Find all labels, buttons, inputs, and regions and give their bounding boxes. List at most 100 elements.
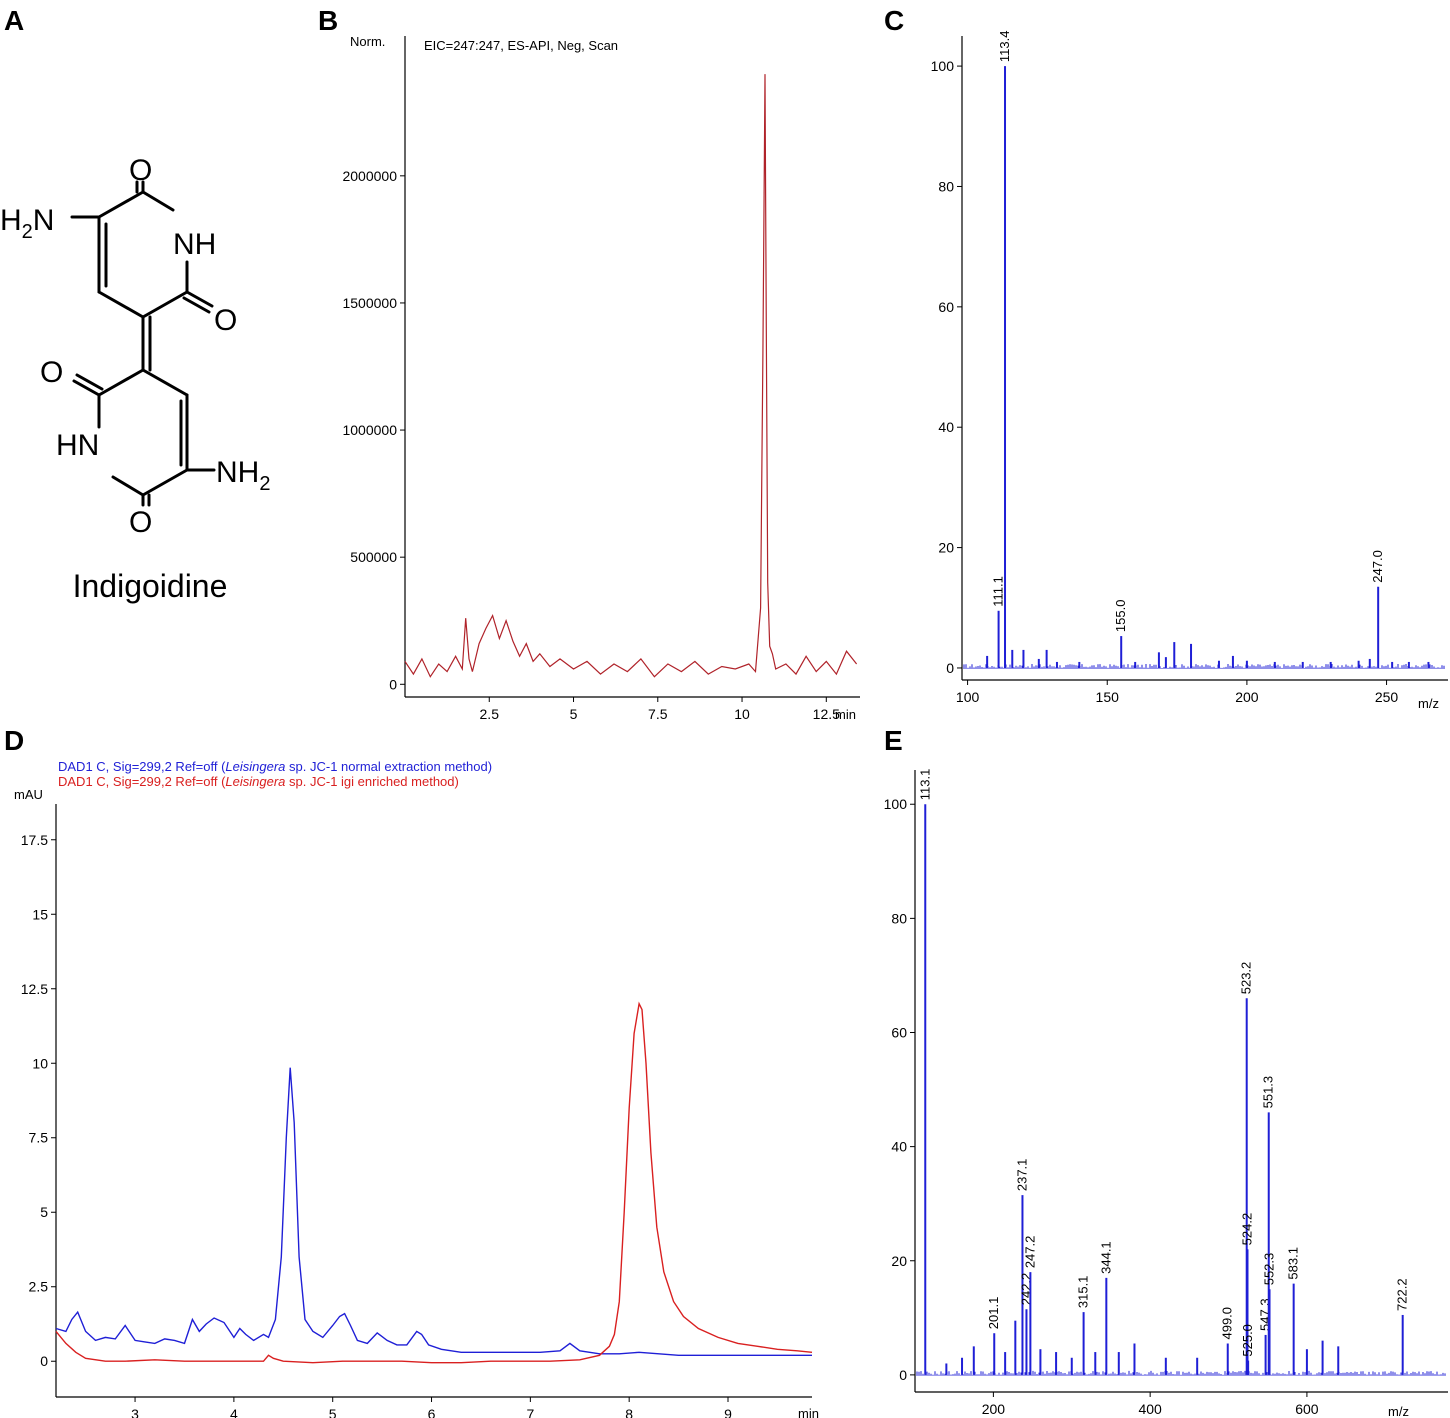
legend-entry-enriched: DAD1 C, Sig=299,2 Ref=off (Leisingera sp…	[58, 774, 459, 789]
bond	[141, 290, 189, 319]
baseline-noise	[963, 664, 1445, 669]
y-tick-label: 5	[40, 1204, 48, 1220]
x-unit-label: min	[835, 707, 856, 722]
atom-hn: HN	[56, 429, 99, 462]
peak-group: 111.1 113.4 155.0 247.0	[986, 31, 1430, 668]
x-tick-label: 9	[724, 1406, 732, 1418]
bond	[72, 379, 101, 397]
x-tick-label: 5	[570, 706, 578, 722]
panel-letter-d: D	[4, 725, 24, 756]
peak-label: 113.4	[997, 31, 1012, 63]
eic-trace	[404, 74, 858, 678]
bond	[97, 190, 145, 219]
x-tick-label: 250	[1375, 689, 1399, 705]
bond	[185, 290, 214, 308]
peak-label: 201.1	[986, 1297, 1001, 1330]
panel-b: B Norm. EIC=247:247, ES-API, Neg, Scan 2…	[318, 5, 860, 722]
x-unit-label: m/z	[1418, 696, 1439, 711]
x-tick-label: 150	[1096, 689, 1120, 705]
x-unit-label: min	[798, 1406, 819, 1418]
x-tick-label: 12.5	[813, 706, 840, 722]
y-tick-label: 500000	[350, 549, 397, 565]
y-tick-label: 12.5	[21, 981, 48, 997]
x-tick-label: 6	[428, 1406, 436, 1418]
peak-label: 247.0	[1370, 550, 1385, 583]
y-tick-label: 0	[389, 676, 397, 692]
peak-label: 583.1	[1286, 1247, 1301, 1280]
peak-label: 524.2	[1239, 1213, 1254, 1246]
x-tick-label: 7.5	[648, 706, 668, 722]
y-tick-label: 1500000	[342, 295, 397, 311]
atom-o: O	[129, 154, 152, 187]
panel-letter-a: A	[4, 5, 24, 36]
tick-group: 100 150 200 250 0 20 40 60 80 100	[931, 58, 1399, 705]
y-tick-label: 10	[32, 1055, 48, 1071]
peak-label: 523.2	[1239, 962, 1254, 995]
y-tick-label: 40	[938, 419, 954, 435]
peak-label: 551.3	[1261, 1076, 1276, 1109]
y-tick-label: 20	[938, 540, 954, 556]
bond	[97, 290, 145, 319]
x-tick-label: 200	[1235, 689, 1259, 705]
series-igi-enriched	[55, 1001, 813, 1364]
bond	[141, 368, 189, 397]
y-tick-label: 7.5	[29, 1130, 49, 1146]
peak-group: 113.1201.1237.1242.2247.2315.1344.1499.0…	[917, 769, 1410, 1375]
panel-c: C 100 150 200 250 0 20 40 60 80 100 111.1 113.4 155…	[884, 5, 1448, 711]
y-tick-label: 2.5	[29, 1279, 49, 1295]
atom-o: O	[40, 356, 63, 389]
x-tick-label: 7	[526, 1406, 534, 1418]
peak-label: 525.0	[1240, 1324, 1255, 1357]
bond	[141, 468, 189, 497]
x-unit-label: m/z	[1388, 1404, 1409, 1418]
atom-h2n: H2N	[0, 204, 54, 243]
tick-group: 2.5 5 7.5 10 12.5 0 500000 1000000 1500000 200000…	[342, 168, 840, 722]
bond	[182, 296, 211, 314]
peak-label: 111.1	[991, 576, 1006, 607]
y-tick-label: 80	[938, 178, 954, 194]
x-tick-label: 100	[956, 689, 980, 705]
x-tick-label: 200	[982, 1401, 1006, 1417]
peak-label: 552.3	[1262, 1253, 1277, 1286]
trace-label: EIC=247:247, ES-API, Neg, Scan	[424, 38, 618, 53]
x-tick-label: 5	[329, 1406, 337, 1418]
y-tick-label: 0	[946, 660, 954, 676]
tick-group: 200 400 600 0 20 40 60 80 100	[884, 796, 1319, 1417]
legend-entry-normal: DAD1 C, Sig=299,2 Ref=off (Leisingera sp…	[58, 759, 492, 774]
peak-label: 247.2	[1022, 1236, 1037, 1269]
y-tick-label: 100	[884, 796, 908, 812]
y-unit-label: Norm.	[350, 34, 385, 49]
peak-label: 499.0	[1220, 1307, 1235, 1340]
tick-group: 3 4 5 6 7 8 9 0 2.5 5 7.5 10 12.5 15 17.5	[21, 832, 732, 1418]
x-tick-label: 3	[131, 1406, 139, 1418]
y-tick-label: 20	[891, 1253, 907, 1269]
bond	[75, 373, 104, 391]
y-tick-label: 100	[931, 58, 955, 74]
panel-letter-b: B	[318, 5, 338, 36]
y-tick-label: 60	[891, 1024, 907, 1040]
peak-label: 315.1	[1076, 1276, 1091, 1309]
y-tick-label: 17.5	[21, 832, 48, 848]
peak-label: 344.1	[1098, 1241, 1113, 1274]
bond	[111, 475, 145, 497]
bond	[97, 368, 145, 397]
panel-d: D DAD1 C, Sig=299,2 Ref=off (Leisingera …	[4, 725, 819, 1418]
x-tick-label: 400	[1138, 1401, 1162, 1417]
y-tick-label: 0	[40, 1353, 48, 1369]
peak-label: 113.1	[917, 769, 932, 801]
series-normal-extraction	[55, 1067, 812, 1356]
panel-letter-c: C	[884, 5, 904, 36]
peak-label: 237.1	[1014, 1159, 1029, 1192]
y-tick-label: 0	[899, 1367, 907, 1383]
peak-label: 722.2	[1395, 1278, 1410, 1311]
peak-label: 155.0	[1113, 600, 1128, 633]
y-tick-label: 2000000	[342, 168, 397, 184]
indigoidine-structure: O NH O H2N O HN NH2 O	[0, 154, 270, 539]
atom-o: O	[214, 304, 237, 337]
compound-name: Indigoidine	[73, 568, 228, 604]
panel-letter-e: E	[884, 725, 903, 756]
panel-a: A	[0, 5, 270, 604]
y-tick-label: 40	[891, 1139, 907, 1155]
y-tick-label: 60	[938, 299, 954, 315]
